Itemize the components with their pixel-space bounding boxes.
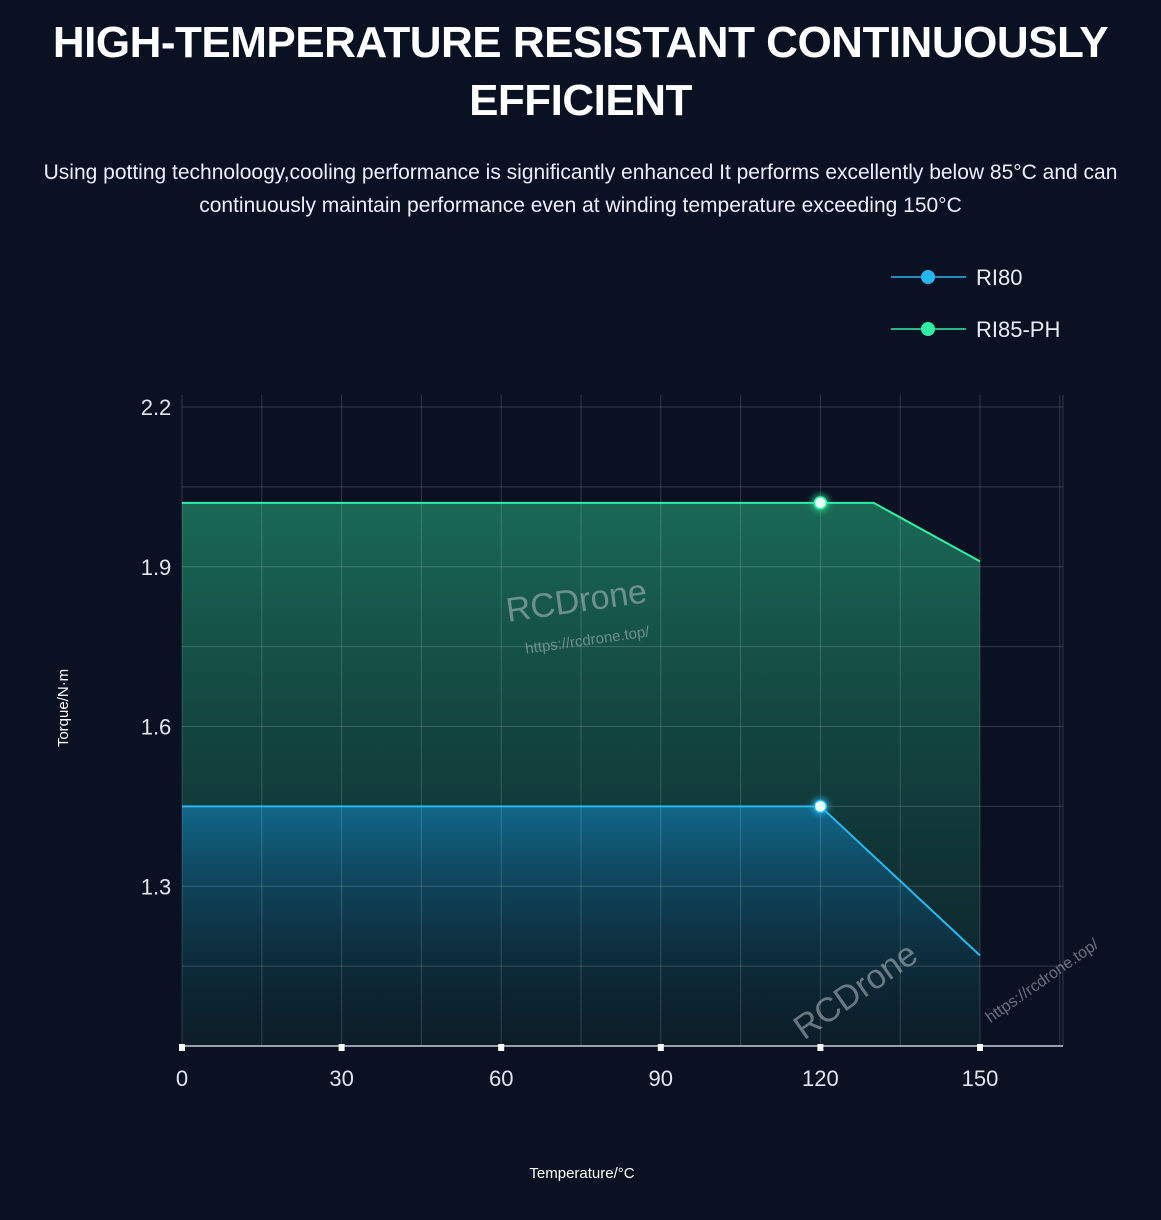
x-tick-label: 120 (802, 1066, 839, 1091)
data-point-marker[interactable] (813, 799, 828, 814)
legend-label-ri85-ph[interactable]: RI85-PH (976, 317, 1060, 342)
legend-marker (921, 322, 935, 336)
area-ri80 (182, 806, 980, 1046)
x-tick-label: 60 (489, 1066, 513, 1091)
x-tick-mark (817, 1044, 824, 1051)
data-point-marker[interactable] (813, 496, 828, 510)
x-tick-label: 150 (962, 1066, 999, 1091)
x-tick-mark (338, 1044, 345, 1051)
x-tick-label: 90 (649, 1066, 673, 1091)
x-tick-label: 0 (176, 1066, 188, 1091)
page-title: HIGH-TEMPERATURE RESISTANT CONTINUOUSLY … (52, 18, 1109, 125)
x-tick-mark (498, 1044, 505, 1051)
x-tick-mark (657, 1044, 664, 1051)
y-axis-label: Torque/N·m (55, 669, 72, 747)
page-subtitle: Using potting technoloogy,cooling perfor… (43, 161, 1118, 217)
y-tick-label: 2.2 (141, 395, 172, 420)
svg-text:https://rcdrone.top/: https://rcdrone.top/ (983, 936, 1102, 1027)
legend-label-ri80[interactable]: RI80 (976, 265, 1022, 290)
line-ri85-ph (182, 501, 981, 563)
x-tick-label: 30 (329, 1066, 353, 1091)
legend-marker (921, 270, 935, 284)
x-tick-mark (179, 1044, 185, 1051)
y-tick-label: 1.3 (141, 874, 172, 899)
y-tick-label: 1.6 (141, 715, 172, 740)
x-axis-label: Temperature/°C (529, 1165, 634, 1182)
y-tick-label: 1.9 (141, 555, 172, 580)
x-tick-mark (977, 1044, 983, 1051)
